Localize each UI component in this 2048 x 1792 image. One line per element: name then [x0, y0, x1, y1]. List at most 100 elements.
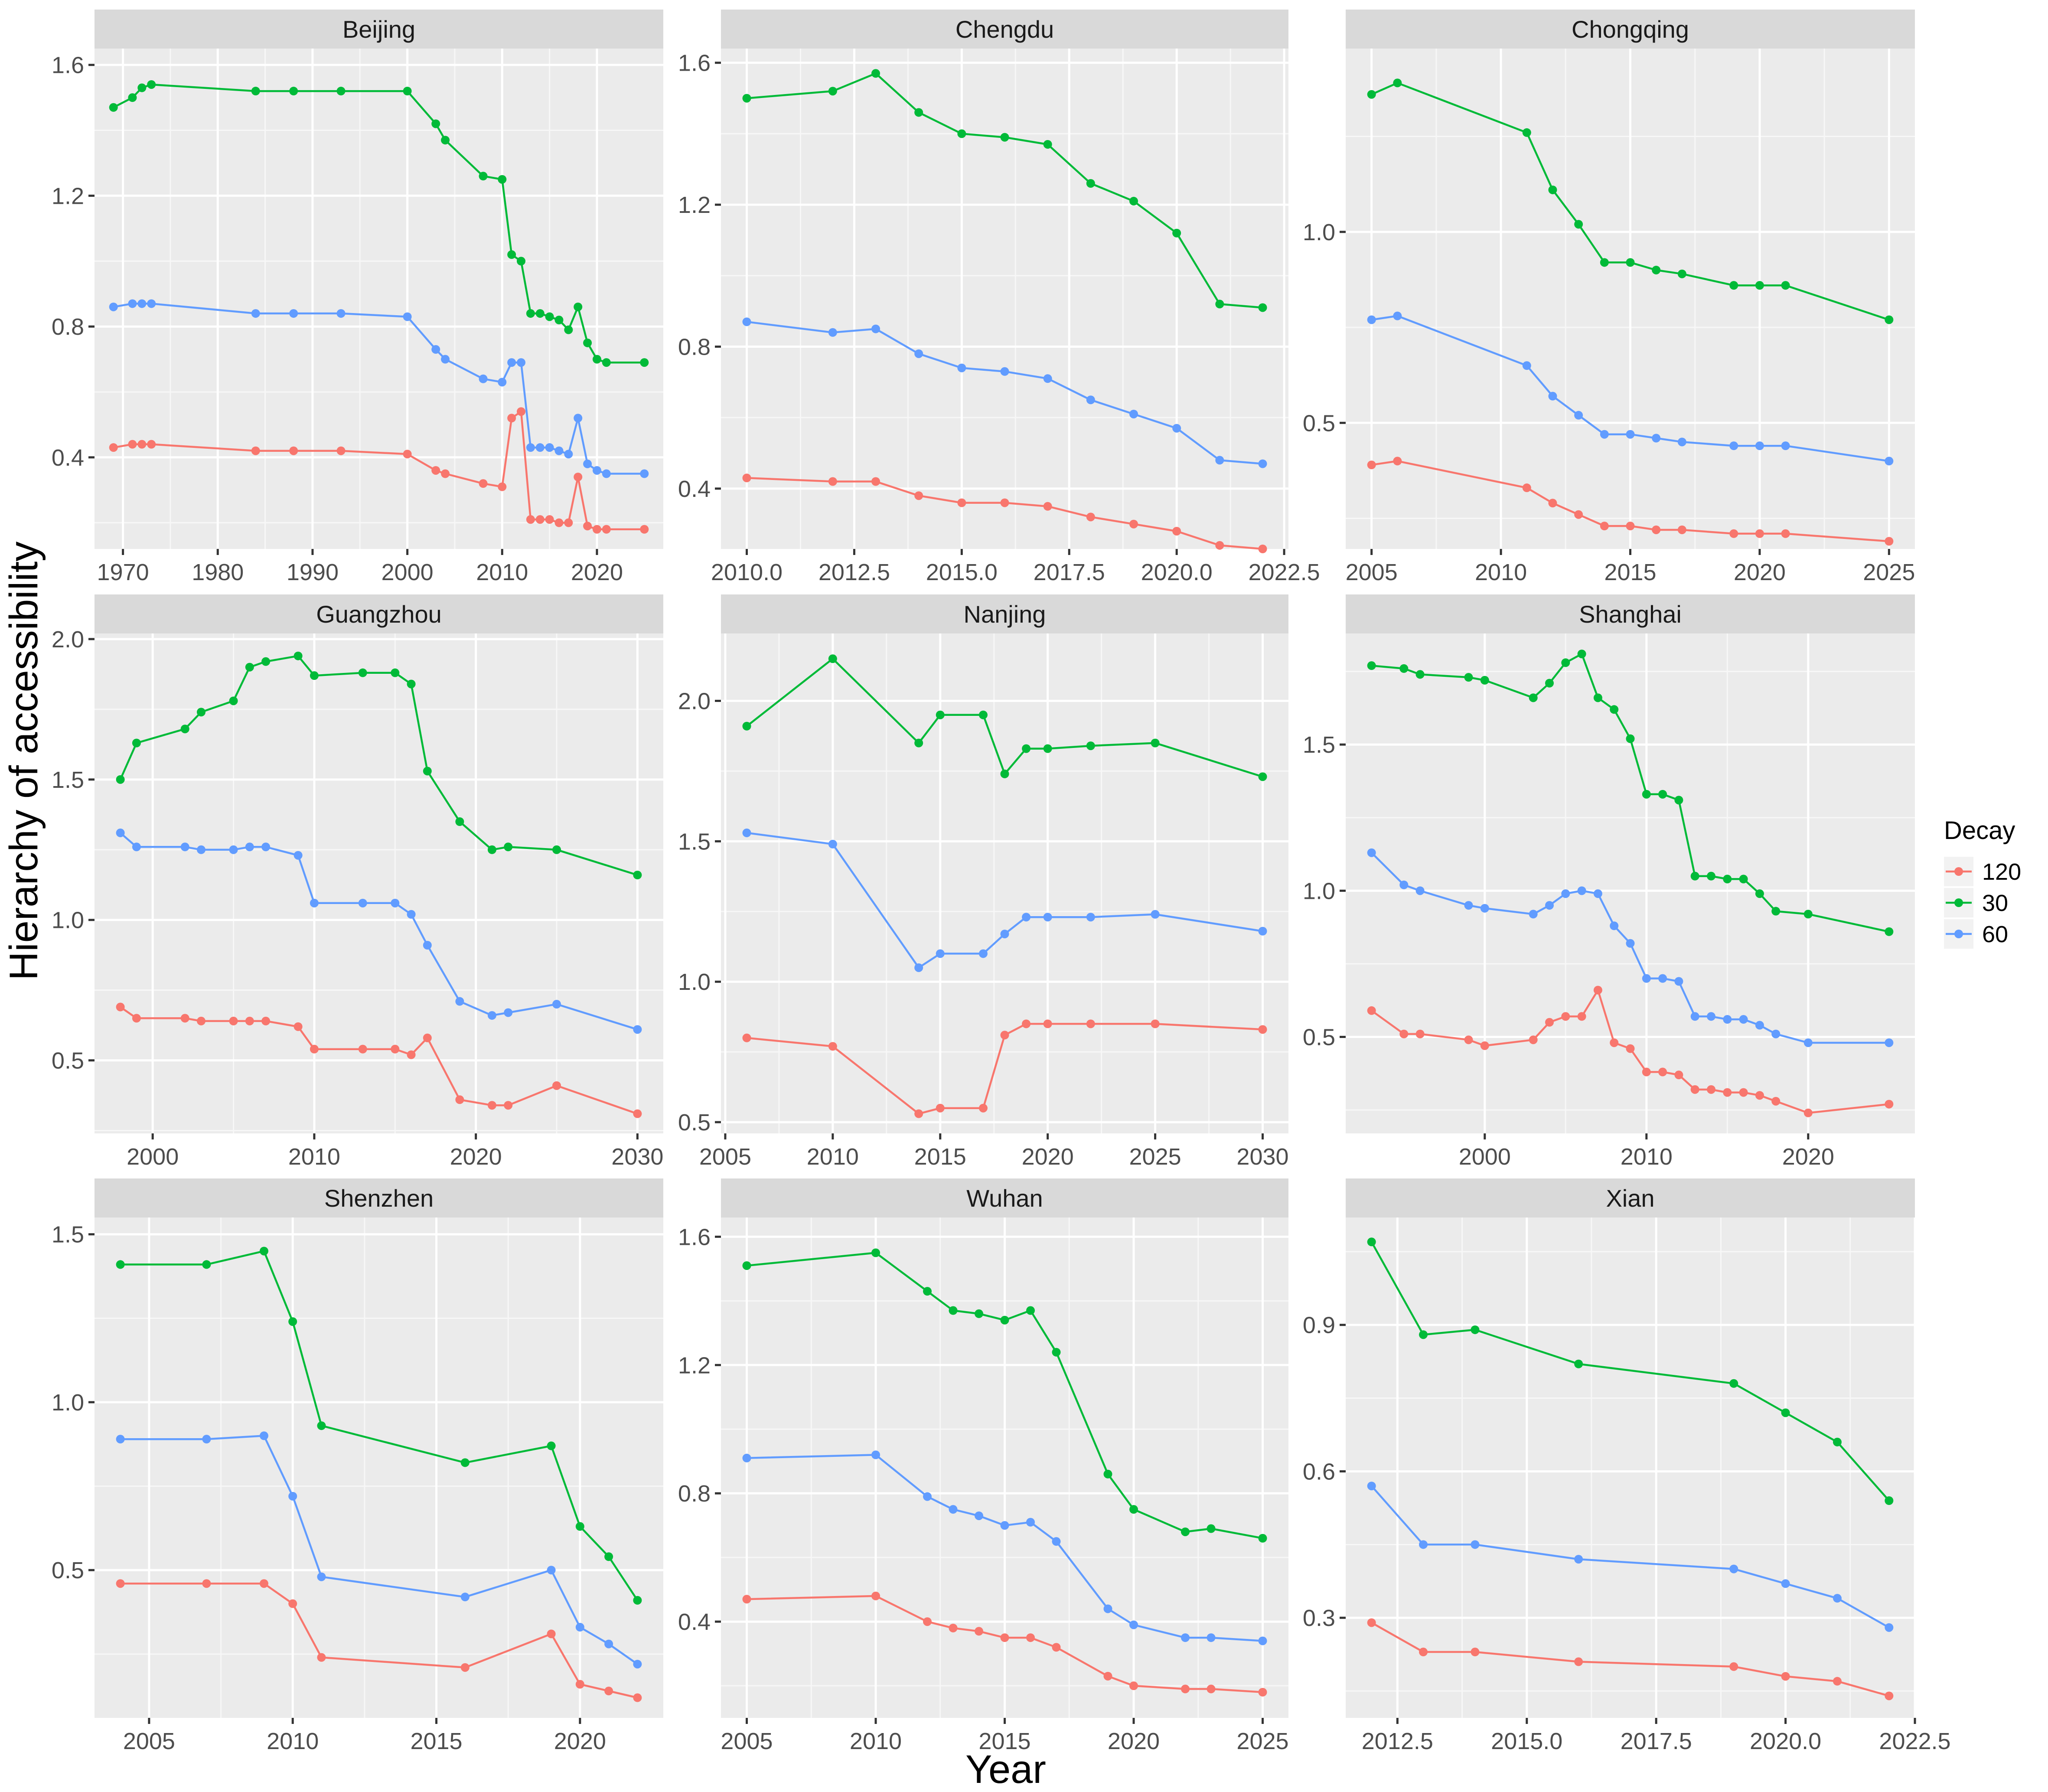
x-tick-label: 2020 [1108, 1728, 1160, 1754]
data-point-60 [403, 312, 412, 321]
facet-strip [95, 594, 663, 633]
x-tick-label: 2022.5 [1879, 1728, 1950, 1754]
data-point-30 [526, 309, 535, 318]
data-point-60 [1464, 901, 1473, 910]
data-point-30 [1781, 1408, 1790, 1417]
data-point-30 [1367, 661, 1376, 670]
data-point-120 [441, 469, 450, 478]
data-point-60 [1026, 1518, 1035, 1527]
data-point-120 [535, 515, 545, 524]
data-point-30 [202, 1260, 211, 1269]
data-point-120 [517, 407, 525, 416]
data-point-120 [251, 446, 260, 455]
data-point-30 [949, 1306, 958, 1315]
data-point-60 [517, 358, 525, 367]
legend-label: 30 [1982, 890, 2008, 916]
x-tick-label: 2020.0 [1141, 559, 1213, 585]
data-point-60 [1739, 1015, 1748, 1024]
data-point-60 [602, 469, 611, 478]
data-point-30 [1464, 673, 1473, 682]
data-point-60 [229, 845, 238, 854]
data-point-120 [1052, 1643, 1061, 1652]
data-point-120 [116, 1579, 125, 1588]
data-point-120 [1803, 1108, 1813, 1117]
data-point-60 [1577, 886, 1586, 895]
data-point-60 [526, 443, 535, 452]
data-point-120 [1626, 522, 1635, 531]
data-point-30 [1755, 889, 1764, 898]
data-point-30 [564, 325, 573, 334]
data-point-60 [592, 466, 601, 475]
data-point-120 [1000, 1633, 1009, 1642]
y-tick-label: 0.8 [678, 1481, 711, 1507]
data-point-60 [1729, 441, 1738, 450]
data-point-30 [1781, 281, 1790, 290]
data-point-120 [1561, 1012, 1570, 1021]
data-point-120 [1086, 1019, 1095, 1028]
series-line-120 [1371, 1622, 1889, 1697]
data-point-120 [1172, 527, 1181, 536]
data-point-120 [949, 1623, 958, 1632]
series-line-30 [120, 1250, 639, 1601]
y-tick-label: 0.5 [678, 1110, 711, 1136]
series-line-120 [120, 1582, 638, 1699]
data-point-30 [245, 663, 254, 672]
y-tick-label: 0.4 [678, 476, 711, 502]
panel-background [95, 633, 663, 1133]
data-point-30 [575, 1522, 584, 1531]
data-point-30 [109, 103, 118, 112]
x-tick-label: 2000 [382, 559, 434, 585]
data-point-30 [742, 94, 751, 103]
data-point-60 [742, 317, 751, 326]
data-point-60 [358, 898, 367, 907]
data-point-60 [604, 1639, 613, 1648]
data-point-120 [1522, 483, 1531, 493]
data-point-120 [545, 515, 554, 524]
data-point-30 [1755, 281, 1764, 290]
data-point-30 [592, 355, 601, 364]
x-tick-label: 2017.5 [1034, 559, 1105, 585]
data-point-60 [180, 842, 189, 852]
data-point-30 [288, 1317, 297, 1326]
data-point-60 [310, 898, 319, 907]
data-point-60 [575, 1622, 584, 1632]
data-point-120 [1729, 529, 1738, 538]
data-point-120 [1022, 1019, 1031, 1028]
data-point-120 [574, 473, 583, 482]
data-point-120 [431, 466, 440, 475]
data-point-30 [602, 358, 611, 367]
data-point-120 [1367, 1006, 1376, 1015]
data-point-60 [1367, 848, 1376, 857]
data-point-30 [1000, 133, 1009, 142]
data-point-120 [526, 515, 535, 524]
data-point-120 [1885, 537, 1894, 546]
data-point-60 [1771, 1029, 1781, 1038]
data-point-30 [132, 738, 141, 747]
data-point-30 [504, 842, 513, 852]
data-point-60 [871, 1450, 880, 1459]
x-tick-label: 2020 [571, 559, 623, 585]
data-point-30 [517, 257, 525, 266]
x-tick-label: 2005 [699, 1144, 751, 1170]
data-point-60 [128, 299, 137, 308]
x-tick-label: 1970 [97, 559, 149, 585]
data-point-30 [1674, 796, 1683, 805]
data-point-60 [1258, 1636, 1267, 1645]
data-point-30 [116, 1260, 125, 1269]
y-tick-label: 1.0 [1303, 878, 1335, 904]
data-point-60 [507, 358, 516, 367]
data-point-60 [202, 1435, 211, 1444]
data-point-30 [1172, 228, 1181, 238]
data-point-120 [1000, 1031, 1009, 1040]
data-point-120 [828, 477, 837, 486]
y-tick-label: 1.5 [52, 1222, 84, 1248]
data-point-120 [1755, 1091, 1764, 1100]
data-point-30 [441, 136, 450, 145]
data-point-30 [1258, 772, 1267, 781]
data-point-60 [978, 949, 988, 958]
data-point-120 [479, 479, 488, 488]
data-point-30 [1610, 705, 1619, 714]
data-point-60 [742, 1453, 751, 1462]
data-point-30 [975, 1309, 983, 1318]
data-point-60 [1677, 437, 1686, 447]
